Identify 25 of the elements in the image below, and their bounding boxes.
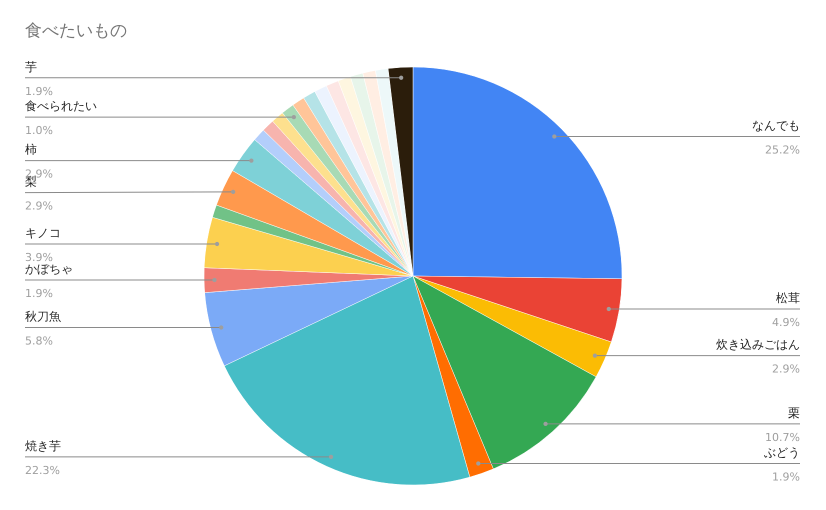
- slice-label: ぶどう: [764, 446, 800, 460]
- data-label: 10.7%: [765, 430, 800, 444]
- data-label: 1.9%: [25, 84, 53, 98]
- slice-label: 炊き込みごはん: [716, 338, 800, 352]
- data-label: 1.9%: [25, 286, 53, 300]
- slice-label: なんでも: [752, 118, 800, 133]
- data-label: 3.9%: [25, 250, 53, 264]
- slice-label: かぼちゃ: [25, 262, 73, 276]
- slice-label: 焼き芋: [25, 438, 61, 453]
- slice-label: 食べられたい: [25, 99, 97, 114]
- slice-label: 松茸: [776, 291, 800, 306]
- data-label: 2.9%: [25, 200, 53, 213]
- slice-label: キノコ: [25, 226, 61, 240]
- data-label: 2.9%: [772, 362, 800, 376]
- slice-label: 柿: [25, 142, 37, 157]
- chart-title: 食べたいもの: [25, 21, 127, 41]
- data-label: 22.3%: [25, 464, 60, 477]
- data-label: 5.8%: [25, 334, 53, 348]
- data-label: 1.0%: [25, 124, 53, 138]
- slice-label: 秋刀魚: [25, 309, 61, 324]
- slice-label: 芋: [25, 60, 37, 74]
- data-label: 1.9%: [772, 470, 800, 484]
- slice-label: 栗: [788, 406, 800, 420]
- data-label: 25.2%: [765, 144, 800, 157]
- data-label: 4.9%: [772, 316, 800, 330]
